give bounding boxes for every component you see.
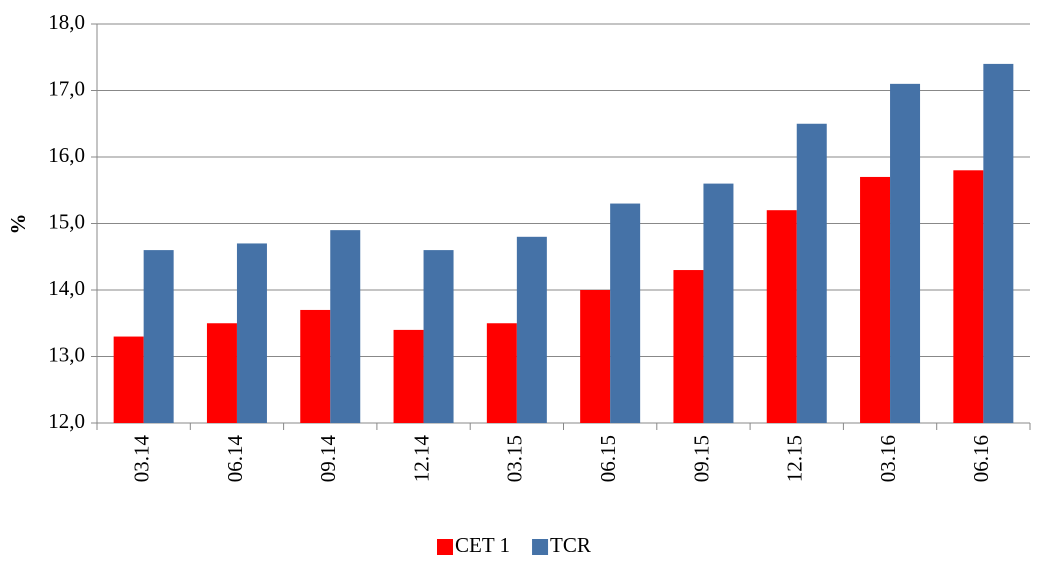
bar xyxy=(673,270,704,423)
bar xyxy=(703,183,734,423)
bar xyxy=(206,323,237,423)
x-tick-label: 12.14 xyxy=(409,435,433,483)
x-tick-label: 06.16 xyxy=(969,435,993,482)
y-tick-label: 17,0 xyxy=(48,76,85,100)
bar xyxy=(393,329,424,423)
y-axis-label: % xyxy=(6,214,30,235)
x-tick-label: 09.14 xyxy=(316,435,340,483)
bar xyxy=(113,336,144,423)
bar xyxy=(143,250,174,423)
x-tick-label: 03.14 xyxy=(129,435,153,483)
y-tick-label: 15,0 xyxy=(48,209,85,233)
bar xyxy=(486,323,517,423)
x-tick-label: 09.15 xyxy=(689,435,713,482)
bar xyxy=(300,309,331,423)
bar xyxy=(516,236,547,423)
bar xyxy=(983,63,1014,424)
bar xyxy=(860,176,891,423)
x-tick-label: 06.14 xyxy=(223,435,247,483)
legend-swatch xyxy=(437,539,453,555)
legend-label: TCR xyxy=(550,533,591,557)
legend-label: CET 1 xyxy=(455,533,510,557)
x-tick-label: 03.15 xyxy=(503,435,527,482)
y-tick-label: 13,0 xyxy=(48,342,85,366)
bar xyxy=(330,230,361,423)
bar xyxy=(580,290,611,423)
bar xyxy=(890,83,921,423)
x-tick-label: 12.15 xyxy=(783,435,807,482)
x-tick-label: 06.15 xyxy=(596,435,620,482)
y-tick-label: 12,0 xyxy=(48,409,85,433)
bar xyxy=(796,123,827,423)
y-tick-label: 16,0 xyxy=(48,143,85,167)
bar xyxy=(236,243,267,423)
legend-swatch xyxy=(532,539,549,555)
x-tick-label: 03.16 xyxy=(876,435,900,482)
bar xyxy=(423,250,454,423)
y-tick-label: 14,0 xyxy=(48,276,85,300)
bar xyxy=(610,203,641,423)
bar xyxy=(766,210,797,423)
y-tick-label: 18,0 xyxy=(48,10,85,34)
bar xyxy=(953,170,984,423)
